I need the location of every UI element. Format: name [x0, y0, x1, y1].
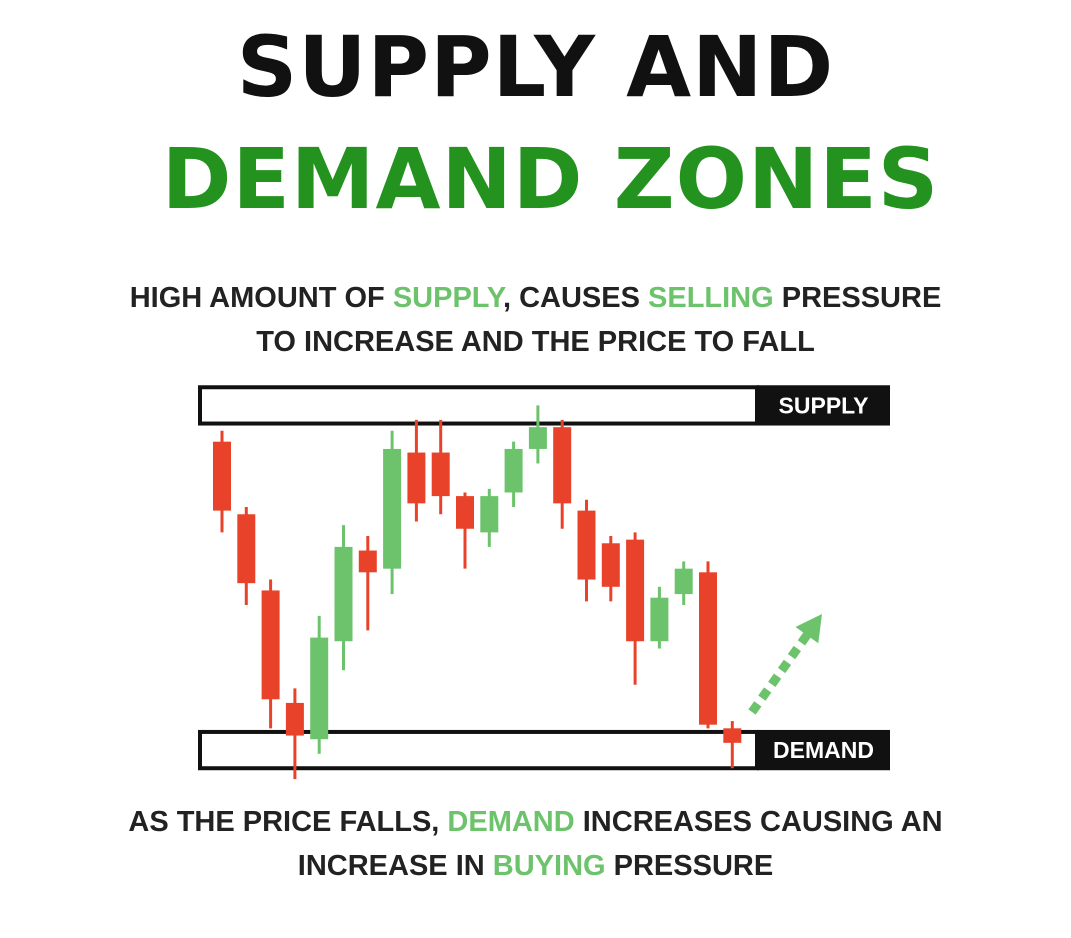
caption-text: PRESSURE — [605, 850, 774, 882]
demand-zone-label-bg — [757, 729, 890, 771]
candle-body — [261, 590, 280, 700]
arrow-dash — [768, 673, 782, 687]
candle-body — [674, 568, 693, 595]
highlight-selling: SELLING — [648, 282, 774, 314]
zones-layer: SUPPLY DEMAND — [198, 385, 890, 771]
candle — [626, 532, 645, 685]
candle-body — [285, 702, 304, 736]
highlight-demand: DEMAND — [447, 806, 575, 838]
candle — [310, 615, 329, 754]
supply-zone-label-bg — [757, 385, 890, 426]
candle — [261, 579, 280, 729]
caption-top-line1: HIGH AMOUNT OF SUPPLY, CAUSES SELLING PR… — [0, 276, 1071, 320]
candle-body — [310, 637, 329, 740]
arrow-dash — [787, 645, 801, 660]
candle — [407, 419, 426, 522]
candle — [504, 441, 523, 507]
candles-layer — [213, 405, 742, 780]
caption-bottom: AS THE PRICE FALLS, DEMAND INCREASES CAU… — [0, 800, 1071, 888]
candle — [674, 561, 693, 605]
candle — [358, 536, 377, 631]
candle-body — [334, 546, 353, 642]
caption-text: INCREASE IN — [297, 850, 493, 882]
candle-body — [528, 427, 547, 449]
highlight-buying: BUYING — [492, 850, 606, 882]
title-demand-zones: DEMAND ZONES — [161, 130, 940, 228]
candle-body — [553, 427, 572, 504]
arrow-dash — [758, 687, 772, 701]
candle — [213, 430, 231, 533]
title-supply-and: SUPPLY AND — [236, 18, 835, 116]
candle-body — [213, 441, 231, 511]
candle-body — [456, 496, 474, 529]
caption-text: AS THE PRICE FALLS, — [128, 806, 448, 838]
candle-body — [431, 452, 450, 497]
caption-top: HIGH AMOUNT OF SUPPLY, CAUSES SELLING PR… — [0, 276, 1071, 364]
candle — [237, 506, 256, 605]
candle-body — [577, 510, 596, 580]
arrow-dash — [777, 659, 792, 674]
candle — [334, 525, 353, 671]
candle — [456, 492, 474, 569]
caption-text: INCREASES CAUSING AN — [574, 806, 943, 838]
candle — [383, 430, 402, 595]
candle-body — [358, 550, 377, 573]
candle — [723, 721, 742, 769]
caption-text: , CAUSES — [502, 282, 649, 314]
arrow-dash — [797, 632, 811, 646]
demand-zone-box — [198, 729, 759, 771]
candle-body — [650, 597, 669, 642]
caption-text: PRESSURE — [773, 282, 942, 314]
supply-zone-label: SUPPLY — [779, 392, 869, 418]
candle-body — [383, 448, 402, 569]
caption-top-line2: TO INCREASE AND THE PRICE TO FALL — [256, 326, 815, 358]
arrow-head — [795, 614, 822, 644]
candle-body — [504, 448, 523, 493]
demand-zone-label: DEMAND — [773, 737, 874, 763]
caption-bottom-line1: AS THE PRICE FALLS, DEMAND INCREASES CAU… — [0, 800, 1071, 844]
candle — [553, 419, 572, 529]
candle-body — [480, 496, 499, 533]
candle — [480, 488, 499, 547]
caption-text: HIGH AMOUNT OF — [129, 282, 393, 314]
highlight-supply: SUPPLY — [392, 282, 503, 314]
supply-zone-box — [198, 385, 759, 426]
candle-body — [699, 572, 717, 725]
candle — [528, 405, 547, 464]
caption-bottom-line2: INCREASE IN BUYING PRESSURE — [0, 844, 1071, 888]
candle — [577, 499, 596, 602]
up-arrow — [748, 614, 822, 715]
candle — [601, 536, 620, 602]
candle-body — [723, 728, 742, 743]
candle — [285, 688, 304, 780]
candle-body — [601, 543, 620, 587]
candle — [650, 586, 669, 649]
candle — [431, 419, 450, 515]
candle-body — [626, 539, 645, 642]
candle-body — [237, 514, 256, 584]
arrow-dash — [748, 701, 762, 715]
candle — [699, 561, 717, 729]
candle-body — [407, 452, 426, 504]
